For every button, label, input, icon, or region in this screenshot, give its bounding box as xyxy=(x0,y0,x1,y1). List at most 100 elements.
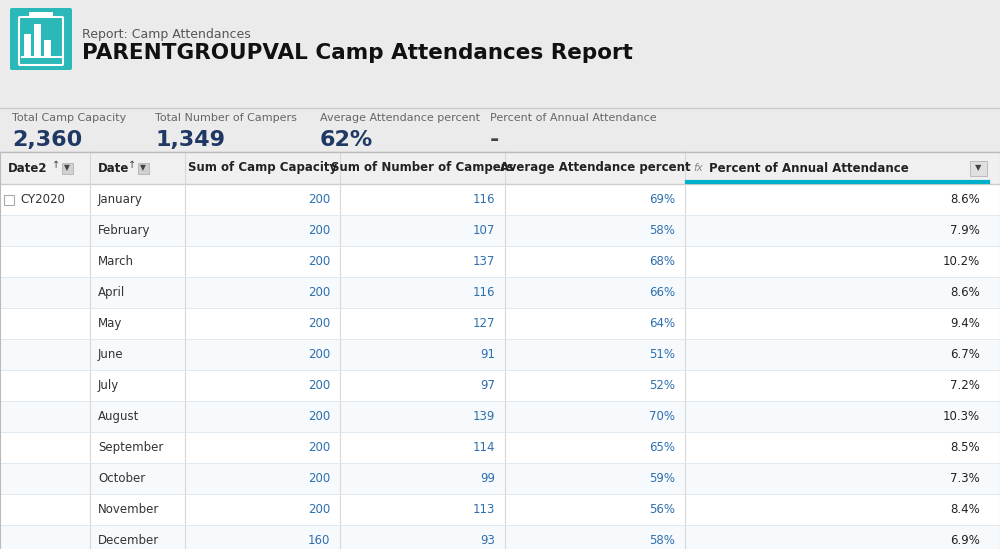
Bar xyxy=(0,246,1000,277)
Text: fx: fx xyxy=(693,163,703,173)
Text: Sum of Camp Capacity: Sum of Camp Capacity xyxy=(188,161,337,175)
Text: -: - xyxy=(490,130,499,150)
Text: 1,349: 1,349 xyxy=(155,130,225,150)
Text: ↑: ↑ xyxy=(128,160,136,170)
Text: 7.3%: 7.3% xyxy=(950,472,980,485)
Text: April: April xyxy=(98,286,125,299)
Bar xyxy=(0,401,1000,432)
Bar xyxy=(0,184,1000,215)
Bar xyxy=(0,463,1000,494)
Text: March: March xyxy=(98,255,134,268)
Text: PARENTGROUPVAL Camp Attendances Report: PARENTGROUPVAL Camp Attendances Report xyxy=(82,43,633,63)
Text: 107: 107 xyxy=(473,224,495,237)
Text: 116: 116 xyxy=(473,286,495,299)
Text: December: December xyxy=(98,534,159,547)
Text: 139: 139 xyxy=(473,410,495,423)
Text: 93: 93 xyxy=(480,534,495,547)
Text: 62%: 62% xyxy=(320,130,373,150)
Text: 137: 137 xyxy=(473,255,495,268)
Text: August: August xyxy=(98,410,139,423)
Bar xyxy=(0,152,1000,184)
Text: ▼: ▼ xyxy=(64,164,70,172)
Text: 8.4%: 8.4% xyxy=(950,503,980,516)
FancyBboxPatch shape xyxy=(19,17,63,65)
Text: 113: 113 xyxy=(473,503,495,516)
Text: Total Camp Capacity: Total Camp Capacity xyxy=(12,113,126,123)
Text: 116: 116 xyxy=(473,193,495,206)
Text: October: October xyxy=(98,472,145,485)
Text: 200: 200 xyxy=(308,503,330,516)
Bar xyxy=(0,432,1000,463)
Bar xyxy=(34,24,41,56)
Text: Date2: Date2 xyxy=(8,161,48,175)
Text: 8.5%: 8.5% xyxy=(950,441,980,454)
Text: 200: 200 xyxy=(308,379,330,392)
Text: 200: 200 xyxy=(308,286,330,299)
FancyBboxPatch shape xyxy=(970,160,986,176)
Text: ▼: ▼ xyxy=(140,164,146,172)
Text: May: May xyxy=(98,317,122,330)
Text: 10.3%: 10.3% xyxy=(943,410,980,423)
Text: 6.7%: 6.7% xyxy=(950,348,980,361)
Text: 99: 99 xyxy=(480,472,495,485)
Bar xyxy=(0,339,1000,370)
Text: 58%: 58% xyxy=(649,534,675,547)
Text: June: June xyxy=(98,348,124,361)
Text: 200: 200 xyxy=(308,193,330,206)
Text: 200: 200 xyxy=(308,472,330,485)
Text: 127: 127 xyxy=(473,317,495,330)
Bar xyxy=(0,152,1000,549)
Text: 59%: 59% xyxy=(649,472,675,485)
Bar xyxy=(44,40,51,56)
Text: 6.9%: 6.9% xyxy=(950,534,980,547)
Text: 70%: 70% xyxy=(649,410,675,423)
Text: 8.6%: 8.6% xyxy=(950,193,980,206)
Text: 9.4%: 9.4% xyxy=(950,317,980,330)
Text: ↑: ↑ xyxy=(52,160,60,170)
Text: 160: 160 xyxy=(308,534,330,547)
Text: February: February xyxy=(98,224,150,237)
Text: 66%: 66% xyxy=(649,286,675,299)
FancyBboxPatch shape xyxy=(138,163,148,173)
Text: 200: 200 xyxy=(308,317,330,330)
Bar xyxy=(0,525,1000,549)
Text: January: January xyxy=(98,193,143,206)
Text: 52%: 52% xyxy=(649,379,675,392)
FancyBboxPatch shape xyxy=(29,12,53,22)
Text: 7.2%: 7.2% xyxy=(950,379,980,392)
Text: 58%: 58% xyxy=(649,224,675,237)
Bar xyxy=(0,152,1000,549)
Text: CY2020: CY2020 xyxy=(20,193,65,206)
Text: Percent of Annual Attendance: Percent of Annual Attendance xyxy=(709,161,909,175)
Text: July: July xyxy=(98,379,119,392)
Text: November: November xyxy=(98,503,159,516)
Text: Average Attendance percent: Average Attendance percent xyxy=(320,113,480,123)
Text: Percent of Annual Attendance: Percent of Annual Attendance xyxy=(490,113,657,123)
Text: 200: 200 xyxy=(308,255,330,268)
Text: 64%: 64% xyxy=(649,317,675,330)
Text: Total Number of Campers: Total Number of Campers xyxy=(155,113,297,123)
Text: 200: 200 xyxy=(308,348,330,361)
Text: Average Attendance percent: Average Attendance percent xyxy=(500,161,690,175)
Bar xyxy=(0,370,1000,401)
Text: Sum of Number of Campers: Sum of Number of Campers xyxy=(331,161,514,175)
Bar xyxy=(0,0,1000,108)
Bar xyxy=(0,494,1000,525)
Text: Date: Date xyxy=(98,161,129,175)
Bar xyxy=(0,308,1000,339)
Text: 2,360: 2,360 xyxy=(12,130,82,150)
Text: 68%: 68% xyxy=(649,255,675,268)
Bar xyxy=(4,194,14,204)
Text: 97: 97 xyxy=(480,379,495,392)
Text: 200: 200 xyxy=(308,410,330,423)
Text: 56%: 56% xyxy=(649,503,675,516)
Text: 69%: 69% xyxy=(649,193,675,206)
Text: 8.6%: 8.6% xyxy=(950,286,980,299)
Text: 91: 91 xyxy=(480,348,495,361)
Text: 200: 200 xyxy=(308,441,330,454)
Text: 7.9%: 7.9% xyxy=(950,224,980,237)
Text: 51%: 51% xyxy=(649,348,675,361)
Text: 114: 114 xyxy=(473,441,495,454)
Bar xyxy=(0,215,1000,246)
FancyBboxPatch shape xyxy=(10,8,72,70)
